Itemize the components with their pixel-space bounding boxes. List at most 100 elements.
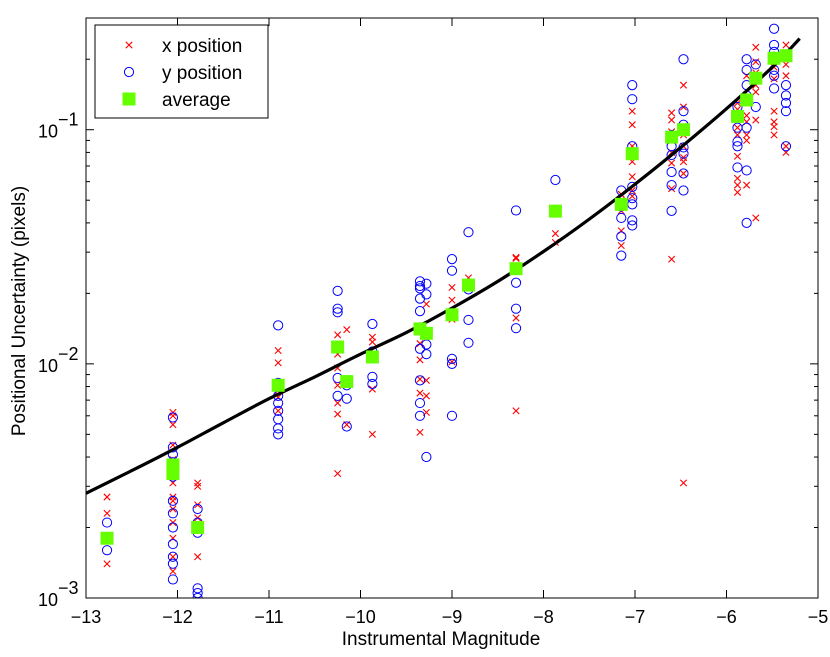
point-y-position-118	[780, 90, 792, 101]
point-average-22	[779, 49, 793, 63]
point-x-position-87	[679, 158, 688, 166]
point-x-position-109	[752, 88, 760, 96]
point-y-position-87	[666, 180, 677, 191]
point-y-position-119	[780, 97, 792, 109]
x-tick-label: −10	[345, 607, 376, 627]
point-y-position-85	[666, 149, 677, 161]
point-average-16	[665, 130, 679, 144]
point-y-position-40	[414, 276, 426, 287]
y-axis-label: Positional Uncertainty (pixels)	[9, 186, 30, 436]
point-x-position-14	[169, 553, 177, 561]
point-average-10	[445, 308, 459, 322]
legend: x position y position average	[94, 24, 269, 119]
point-y-position-57	[446, 353, 458, 364]
point-y-position-95	[678, 185, 689, 196]
point-x-position-80	[668, 185, 676, 193]
point-x-position-60	[551, 230, 559, 238]
point-x-position-75	[668, 116, 676, 124]
point-y-position-47	[414, 375, 426, 386]
point-y-position-102	[741, 64, 752, 76]
fit-curve-line	[86, 37, 801, 495]
point-x-position-96	[733, 174, 742, 182]
point-x-position-111	[752, 214, 760, 222]
point-average-18	[730, 109, 744, 123]
point-x-position-29	[334, 381, 342, 389]
point-x-position-30	[334, 399, 342, 407]
point-x-position-17	[194, 482, 202, 490]
point-y-position-60	[463, 227, 474, 238]
axes: −13 −12 −11 −10 −9 −8 −7 −6 −510−310−210−1	[38, 17, 828, 627]
point-y-position-32	[332, 390, 343, 401]
point-y-position-20	[273, 320, 284, 331]
point-y-position-109	[750, 101, 761, 113]
point-y-position-14	[192, 503, 203, 515]
point-x-position-55	[512, 253, 520, 261]
point-y-position-115	[768, 70, 780, 81]
point-y-position-12	[167, 558, 179, 569]
point-x-position-98	[733, 188, 742, 196]
point-y-position-29	[332, 303, 343, 314]
y-tick-label-base: 10	[38, 356, 58, 376]
point-x-position-65	[617, 227, 625, 235]
point-y-position-51	[421, 289, 432, 300]
point-average-4	[271, 378, 285, 392]
point-x-position-67	[628, 107, 636, 115]
point-y-position-90	[678, 106, 689, 117]
point-x-position-44	[416, 428, 424, 436]
point-y-position-62	[463, 314, 474, 326]
y-tick-label-exponent: −1	[58, 110, 79, 130]
point-x-position-15	[169, 567, 177, 575]
point-y-position-2	[167, 412, 179, 423]
x-tick-label: −9	[442, 607, 463, 627]
y-tick-label-base: 10	[38, 590, 58, 610]
point-y-position-44	[414, 306, 426, 317]
point-y-position-39	[367, 378, 378, 390]
point-y-position-120	[780, 106, 792, 117]
point-x-position-88	[679, 169, 688, 178]
point-x-position-122	[782, 142, 790, 150]
point-x-position-20	[194, 553, 202, 561]
point-y-position-35	[341, 421, 352, 432]
point-x-position-38	[368, 430, 376, 438]
point-y-position-73	[616, 231, 627, 242]
point-x-position-50	[448, 296, 456, 304]
point-x-position-102	[743, 131, 751, 139]
point-x-position-42	[416, 375, 424, 383]
point-x-position-79	[668, 159, 676, 167]
point-y-position-88	[666, 205, 677, 217]
point-average-9	[419, 326, 433, 340]
point-y-position-94	[678, 168, 689, 179]
point-x-position-10	[169, 497, 177, 505]
point-y-position-108	[750, 59, 761, 70]
point-y-position-117	[780, 80, 792, 91]
y-tick-label-exponent: −2	[58, 344, 79, 364]
point-y-position-68	[550, 174, 561, 186]
point-y-position-111	[768, 39, 780, 51]
point-x-position-0	[103, 493, 111, 501]
point-x-position-71	[628, 173, 636, 181]
point-average-17	[676, 123, 690, 137]
point-x-position-103	[743, 136, 751, 145]
point-y-position-7	[167, 495, 179, 506]
point-y-position-49	[414, 410, 426, 421]
point-x-position-43	[416, 389, 424, 397]
point-y-position-56	[446, 265, 458, 276]
point-y-position-58	[446, 358, 458, 369]
point-y-position-89	[678, 54, 689, 65]
point-y-position-26	[273, 423, 284, 434]
point-x-position-56	[512, 254, 520, 263]
point-y-position-59	[446, 410, 458, 421]
point-average-0	[100, 531, 114, 545]
point-x-position-82	[679, 81, 688, 89]
point-x-position-118	[770, 131, 778, 139]
point-y-position-11	[167, 551, 179, 562]
point-average-3	[191, 521, 205, 535]
x-tick-label: −13	[71, 607, 102, 627]
point-y-position-116	[768, 83, 780, 94]
point-y-position-30	[332, 307, 343, 318]
point-x-position-36	[368, 338, 376, 346]
x-tick-label: −6	[716, 607, 737, 627]
point-y-position-13	[167, 574, 179, 585]
point-y-position-28	[332, 285, 343, 296]
